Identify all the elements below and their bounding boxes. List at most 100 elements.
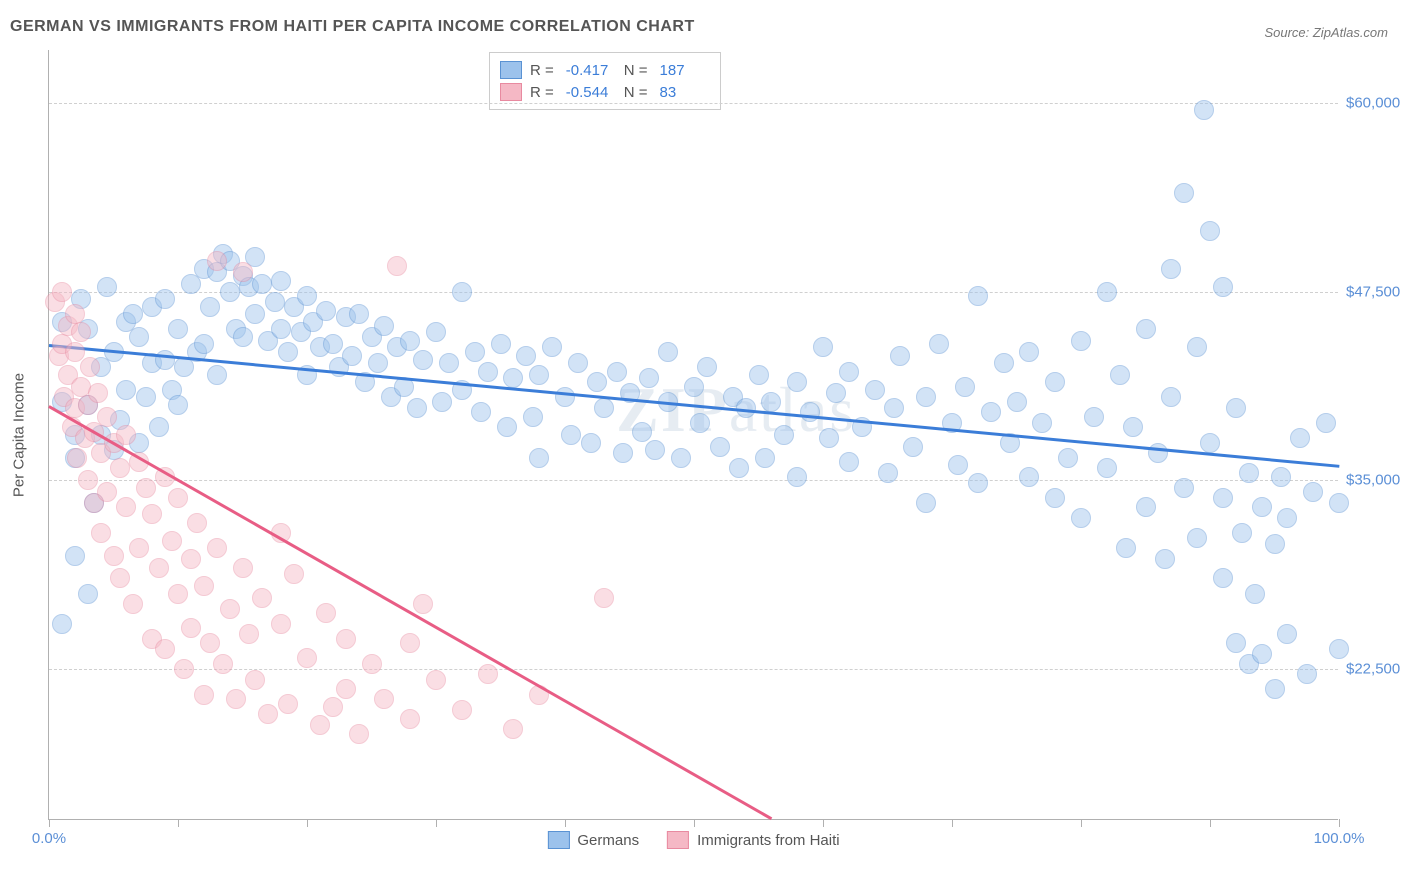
legend-label-haiti: Immigrants from Haiti (697, 832, 840, 849)
scatter-point-germans (368, 353, 388, 373)
scatter-point-germans (916, 387, 936, 407)
scatter-point-germans (1045, 372, 1065, 392)
scatter-point-haiti (316, 603, 336, 623)
scatter-point-germans (1213, 488, 1233, 508)
scatter-point-germans (658, 342, 678, 362)
scatter-point-germans (252, 274, 272, 294)
scatter-point-haiti (97, 482, 117, 502)
plot-area: Per Capita Income ZIPatlas R = -0.417 N … (48, 50, 1338, 820)
scatter-point-germans (1136, 497, 1156, 517)
scatter-point-germans (1213, 568, 1233, 588)
x-tick (49, 819, 50, 827)
scatter-point-haiti (71, 322, 91, 342)
r-value-haiti: -0.544 (566, 84, 616, 101)
scatter-point-haiti (426, 670, 446, 690)
x-tick (178, 819, 179, 827)
scatter-point-haiti (97, 407, 117, 427)
scatter-point-germans (568, 353, 588, 373)
scatter-point-germans (1123, 417, 1143, 437)
scatter-point-haiti (271, 614, 291, 634)
scatter-point-germans (123, 304, 143, 324)
r-label: R = (530, 84, 554, 101)
scatter-point-germans (981, 402, 1001, 422)
scatter-point-germans (613, 443, 633, 463)
scatter-point-haiti (168, 584, 188, 604)
swatch-haiti (500, 83, 522, 101)
trend-line-germans (49, 344, 1339, 467)
legend-label-germans: Germans (577, 832, 639, 849)
scatter-point-haiti (65, 304, 85, 324)
scatter-point-germans (1155, 549, 1175, 569)
scatter-point-germans (729, 458, 749, 478)
scatter-point-germans (1148, 443, 1168, 463)
scatter-point-haiti (336, 629, 356, 649)
scatter-point-germans (297, 286, 317, 306)
scatter-point-germans (1277, 508, 1297, 528)
scatter-point-haiti (123, 594, 143, 614)
x-tick (1210, 819, 1211, 827)
trend-line-haiti (48, 405, 772, 819)
scatter-point-germans (471, 402, 491, 422)
scatter-point-germans (1019, 467, 1039, 487)
scatter-point-germans (233, 327, 253, 347)
n-value-haiti: 83 (660, 84, 710, 101)
scatter-point-germans (1265, 534, 1285, 554)
scatter-point-germans (1245, 584, 1265, 604)
scatter-point-germans (710, 437, 730, 457)
scatter-point-germans (439, 353, 459, 373)
scatter-point-germans (413, 350, 433, 370)
scatter-point-germans (1329, 639, 1349, 659)
scatter-point-haiti (239, 624, 259, 644)
stats-legend-box: R = -0.417 N = 187 R = -0.544 N = 83 (489, 52, 721, 110)
scatter-point-haiti (104, 546, 124, 566)
scatter-point-haiti (413, 594, 433, 614)
scatter-point-germans (278, 342, 298, 362)
scatter-point-germans (271, 271, 291, 291)
scatter-point-haiti (207, 538, 227, 558)
scatter-point-germans (1187, 528, 1207, 548)
scatter-point-germans (884, 398, 904, 418)
scatter-point-germans (194, 334, 214, 354)
y-axis-label: Per Capita Income (11, 372, 28, 496)
scatter-point-germans (1007, 392, 1027, 412)
scatter-point-germans (865, 380, 885, 400)
scatter-point-germans (555, 387, 575, 407)
scatter-point-haiti (67, 448, 87, 468)
scatter-point-germans (168, 319, 188, 339)
scatter-point-haiti (116, 425, 136, 445)
bottom-legend: Germans Immigrants from Haiti (547, 831, 839, 849)
x-tick (1081, 819, 1082, 827)
scatter-point-haiti (297, 648, 317, 668)
scatter-point-germans (426, 322, 446, 342)
n-label: N = (624, 62, 648, 79)
scatter-point-germans (697, 357, 717, 377)
scatter-point-germans (1136, 319, 1156, 339)
scatter-point-germans (542, 337, 562, 357)
scatter-point-germans (749, 365, 769, 385)
scatter-point-haiti (400, 709, 420, 729)
scatter-point-germans (342, 346, 362, 366)
scatter-point-germans (1226, 633, 1246, 653)
scatter-point-haiti (349, 724, 369, 744)
scatter-point-germans (787, 372, 807, 392)
scatter-point-germans (168, 395, 188, 415)
scatter-point-germans (1161, 259, 1181, 279)
scatter-point-germans (52, 614, 72, 634)
scatter-point-haiti (162, 531, 182, 551)
scatter-point-germans (155, 350, 175, 370)
scatter-point-germans (1194, 100, 1214, 120)
swatch-germans (500, 61, 522, 79)
scatter-point-haiti (452, 700, 472, 720)
scatter-point-germans (265, 292, 285, 312)
scatter-point-germans (1297, 664, 1317, 684)
y-tick-label: $60,000 (1346, 94, 1406, 111)
scatter-point-germans (116, 380, 136, 400)
scatter-point-germans (878, 463, 898, 483)
y-tick-label: $47,500 (1346, 283, 1406, 300)
scatter-point-haiti (387, 256, 407, 276)
scatter-point-haiti (278, 694, 298, 714)
x-tick (1339, 819, 1340, 827)
scatter-point-germans (136, 387, 156, 407)
stats-row-germans: R = -0.417 N = 187 (500, 59, 710, 81)
scatter-point-germans (452, 282, 472, 302)
